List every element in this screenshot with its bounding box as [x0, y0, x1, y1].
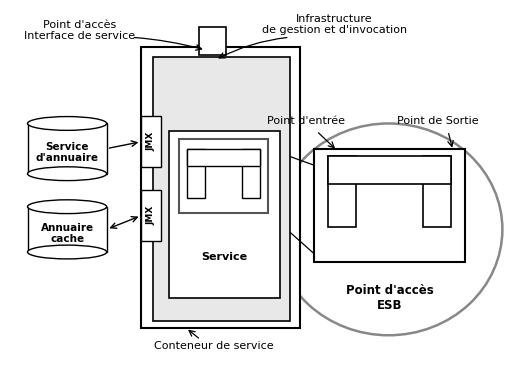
Bar [28, 123, 107, 174]
Ellipse shape [275, 123, 502, 335]
Bar [187, 148, 260, 166]
Bar [141, 47, 300, 328]
Bar [28, 207, 107, 252]
Text: Point d'accès
ESB: Point d'accès ESB [346, 284, 434, 312]
Bar [141, 190, 161, 241]
Text: Infrastructure
de gestion et d'invocation: Infrastructure de gestion et d'invocatio… [262, 13, 407, 35]
Bar [153, 57, 290, 321]
Ellipse shape [28, 245, 107, 259]
Ellipse shape [28, 200, 107, 214]
Text: Service
d'annuaire: Service d'annuaire [35, 142, 99, 163]
Text: Point d'accès
Interface de service: Point d'accès Interface de service [24, 19, 136, 41]
Bar [187, 148, 204, 198]
Bar [179, 139, 268, 212]
Text: JMX: JMX [147, 206, 155, 225]
Bar [199, 27, 226, 55]
Bar [242, 148, 260, 198]
Bar [423, 156, 451, 227]
Text: Service: Service [201, 252, 248, 262]
Text: JMX: JMX [147, 132, 155, 151]
Ellipse shape [28, 167, 107, 181]
Text: Annuaire
cache: Annuaire cache [41, 223, 94, 244]
Bar [141, 116, 161, 167]
Bar [328, 156, 451, 184]
Bar [328, 156, 356, 227]
Text: Point d'entrée: Point d'entrée [267, 116, 345, 126]
Bar [169, 131, 280, 298]
Bar [315, 148, 465, 262]
Ellipse shape [28, 117, 107, 131]
Text: Conteneur de service: Conteneur de service [154, 341, 274, 350]
Text: Point de Sortie: Point de Sortie [397, 116, 479, 126]
